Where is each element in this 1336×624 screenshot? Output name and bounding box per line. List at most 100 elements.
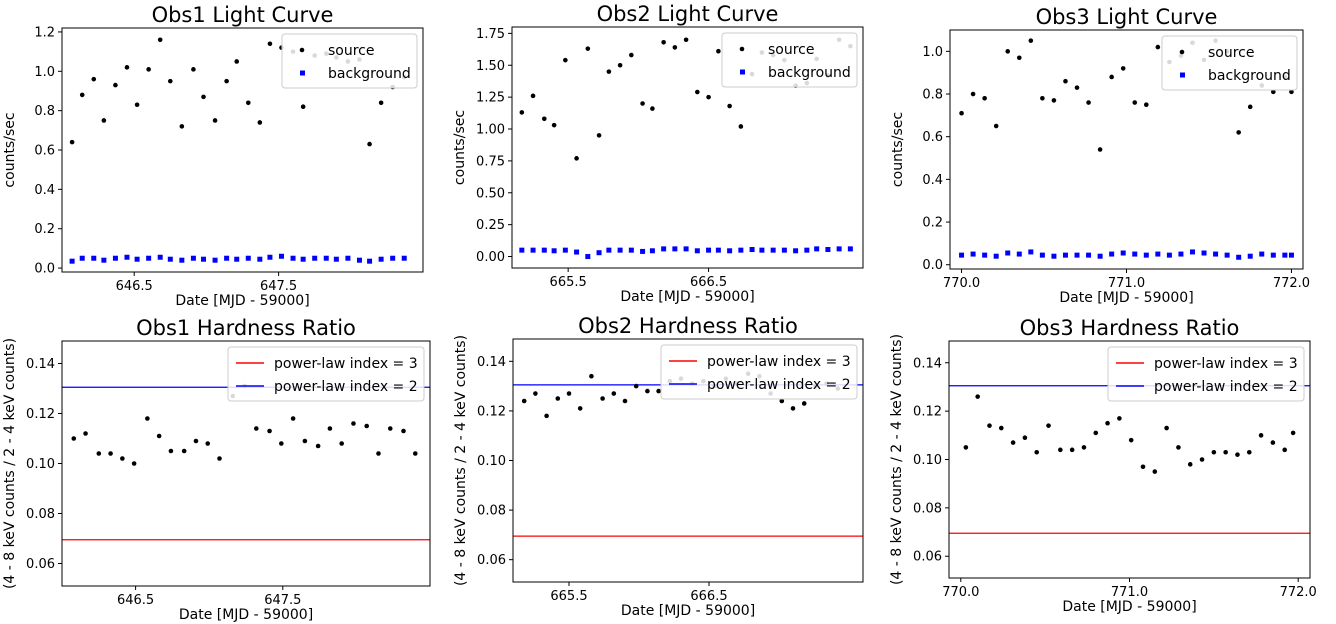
y-tick-label: 0.08 bbox=[913, 501, 942, 516]
data-point bbox=[541, 116, 547, 122]
x-axis-label: Date [MJD - 59000] bbox=[1059, 290, 1193, 306]
data-point bbox=[205, 441, 211, 446]
data-point-background bbox=[1062, 252, 1068, 258]
data-point bbox=[617, 62, 623, 68]
data-point bbox=[521, 398, 527, 404]
data-point-background bbox=[1074, 252, 1080, 258]
data-point bbox=[1223, 449, 1228, 455]
data-point-background bbox=[640, 248, 646, 254]
data-point bbox=[1128, 437, 1134, 443]
data-point bbox=[1132, 100, 1138, 105]
data-point-background bbox=[1189, 249, 1195, 255]
data-point bbox=[779, 398, 785, 404]
data-point-background bbox=[290, 255, 296, 261]
data-point-background bbox=[836, 246, 842, 252]
legend-label: background bbox=[768, 65, 851, 81]
data-point-background bbox=[1236, 254, 1242, 260]
data-point bbox=[146, 67, 151, 72]
data-point-background bbox=[345, 255, 351, 261]
data-point bbox=[1140, 464, 1146, 470]
data-point bbox=[544, 413, 549, 419]
data-point-background bbox=[749, 247, 755, 253]
data-point bbox=[566, 391, 572, 396]
data-point-background bbox=[1120, 250, 1126, 256]
data-point-background bbox=[378, 256, 384, 262]
data-point-background bbox=[312, 255, 318, 261]
data-point bbox=[650, 106, 655, 111]
data-point bbox=[113, 82, 118, 88]
data-point-background bbox=[541, 247, 547, 253]
data-point bbox=[672, 45, 678, 50]
y-axis-label: (4 - 8 keV counts / 2 - 4 keV counts) bbox=[889, 334, 905, 585]
data-point bbox=[168, 448, 174, 454]
data-point-background bbox=[804, 247, 810, 253]
data-point bbox=[145, 416, 150, 421]
y-tick-label: 0.0 bbox=[34, 262, 55, 277]
y-tick-label: 0.4 bbox=[34, 183, 55, 198]
data-point bbox=[412, 451, 418, 456]
data-point-background bbox=[112, 255, 118, 261]
data-point-background bbox=[606, 247, 612, 253]
data-point bbox=[157, 37, 163, 43]
legend-swatch bbox=[739, 46, 745, 52]
data-point-background bbox=[179, 257, 185, 263]
data-point bbox=[300, 104, 306, 110]
data-point-background bbox=[585, 254, 591, 260]
data-point-background bbox=[617, 247, 623, 253]
data-point bbox=[1290, 430, 1296, 436]
y-tick-label: 0.06 bbox=[477, 553, 506, 568]
data-point-background bbox=[1039, 252, 1045, 258]
data-point bbox=[101, 118, 107, 123]
data-point-background bbox=[694, 248, 700, 254]
data-point bbox=[302, 438, 308, 444]
data-point bbox=[1211, 449, 1217, 455]
data-point-background bbox=[993, 253, 999, 259]
data-point bbox=[1164, 425, 1169, 431]
data-point-background bbox=[1028, 249, 1034, 255]
legend: source background bbox=[1161, 35, 1298, 91]
data-point-background bbox=[551, 248, 557, 254]
data-point bbox=[224, 78, 229, 84]
data-point-background bbox=[1224, 252, 1230, 258]
legend: source background bbox=[721, 32, 858, 88]
x-axis-label: Date [MJD - 59000] bbox=[1062, 599, 1196, 615]
data-point-background bbox=[970, 251, 976, 257]
data-point bbox=[982, 95, 987, 101]
data-point-background bbox=[1086, 252, 1092, 258]
data-point-background bbox=[759, 247, 765, 253]
data-point bbox=[600, 396, 605, 401]
data-point bbox=[83, 431, 88, 436]
data-point bbox=[993, 123, 999, 129]
data-point bbox=[1246, 449, 1252, 455]
data-point bbox=[1016, 55, 1022, 61]
data-point bbox=[1199, 457, 1205, 462]
data-point bbox=[339, 441, 344, 446]
data-point bbox=[1022, 435, 1028, 441]
data-point bbox=[1046, 423, 1051, 428]
data-point-background bbox=[959, 252, 965, 258]
data-point bbox=[563, 57, 568, 63]
data-point-background bbox=[1143, 252, 1149, 258]
y-tick-label: 0.0 bbox=[922, 258, 943, 273]
data-point bbox=[1235, 452, 1240, 457]
data-point-background bbox=[1132, 251, 1138, 257]
data-point-background bbox=[672, 246, 678, 252]
data-point bbox=[970, 91, 976, 97]
data-point-background bbox=[738, 247, 744, 253]
data-point-background bbox=[101, 257, 107, 263]
data-point-background bbox=[825, 247, 831, 253]
data-point-background bbox=[1213, 251, 1219, 257]
data-point bbox=[1176, 445, 1181, 450]
y-tick-label: 0.8 bbox=[34, 104, 55, 119]
data-point-background bbox=[1051, 253, 1057, 259]
data-point bbox=[727, 103, 732, 109]
data-point-background bbox=[201, 256, 207, 262]
data-point bbox=[387, 426, 393, 431]
y-tick-label: 0.14 bbox=[26, 357, 55, 372]
y-tick-label: 0.10 bbox=[477, 454, 506, 469]
x-axis-label: Date [MJD - 59000] bbox=[621, 603, 755, 619]
data-point bbox=[79, 92, 85, 98]
